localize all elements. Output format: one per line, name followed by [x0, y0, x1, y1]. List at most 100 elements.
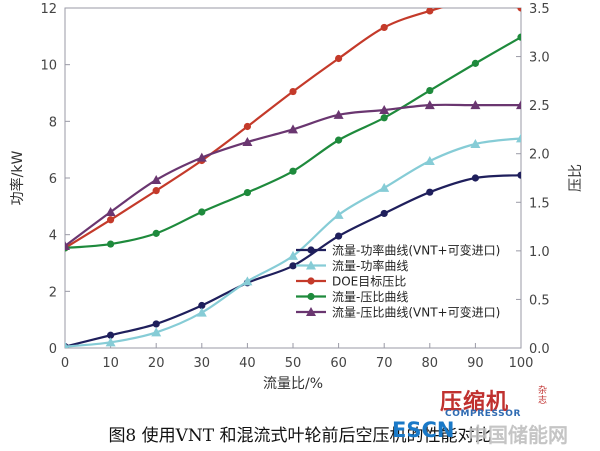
series-layer: [65, 0, 521, 348]
figure-caption: 图8 使用VNT 和混流式叶轮前后空压机的性能对比: [108, 426, 492, 446]
legend-marker: [307, 292, 315, 301]
data-point: [380, 23, 388, 32]
series-3: [65, 33, 521, 252]
series-line: [65, 8, 521, 249]
data-point: [289, 87, 297, 96]
data-point: [105, 207, 116, 216]
data-point: [242, 137, 253, 147]
watermark-brand-side: 杂志: [538, 386, 548, 406]
data-point: [335, 136, 343, 144]
data-point: [517, 33, 521, 41]
data-point: [65, 241, 70, 250]
data-point: [152, 320, 160, 328]
data-point: [107, 331, 115, 339]
data-point: [380, 114, 388, 122]
data-point: [196, 152, 207, 162]
data-point: [198, 301, 206, 310]
legend-marker: [307, 246, 315, 254]
legend-label: 流量-压比曲线: [332, 290, 408, 304]
legend-marker: [307, 277, 315, 285]
x-axis-title: 流量比/%: [263, 376, 323, 392]
data-point: [516, 100, 521, 110]
x-tick-label: 20: [148, 356, 165, 371]
left-y-tick-label: 8: [49, 115, 57, 130]
data-point: [470, 100, 481, 110]
watermark-brand-sub: COMPRESSOR: [445, 409, 522, 419]
data-point: [426, 8, 434, 15]
legend-label: 流量-功率曲线: [332, 258, 408, 273]
data-point: [333, 109, 344, 119]
left-y-axis-ticks: 0 2 4 6 8 10 12: [40, 2, 70, 357]
data-point: [470, 139, 481, 148]
left-y-tick-label: 0: [49, 342, 57, 357]
data-point: [379, 105, 390, 114]
legend-label: 流量-功率曲线(VNT+可变进口): [332, 243, 500, 258]
right-y-axis-ticks: 0.0 0.5 1.0 1.5 2.0 2.5 3.0 3.5: [516, 2, 550, 357]
data-point: [517, 171, 521, 179]
watermark-site-name: 中国储能网: [468, 423, 568, 447]
x-tick-label: 100: [509, 356, 534, 371]
data-point: [471, 174, 479, 182]
right-y-tick-label: 1.0: [529, 245, 550, 260]
data-point: [335, 232, 343, 240]
data-point: [65, 341, 69, 348]
data-point: [472, 0, 479, 4]
data-point: [517, 8, 521, 12]
left-y-tick-label: 10: [40, 59, 57, 74]
data-point: [243, 188, 251, 197]
data-point: [335, 54, 343, 63]
right-y-tick-label: 0.0: [529, 342, 550, 357]
x-tick-label: 70: [376, 356, 393, 371]
x-tick-label: 80: [422, 356, 439, 371]
data-point: [107, 216, 115, 224]
data-point: [426, 86, 434, 95]
x-tick-label: 10: [102, 356, 119, 371]
x-tick-label: 60: [330, 356, 347, 371]
data-point: [288, 124, 298, 134]
data-point: [107, 240, 115, 248]
left-y-tick-label: 12: [40, 2, 57, 17]
watermark-site-prefix: ESCN: [392, 418, 455, 442]
watermark-brand: 压缩机: [440, 390, 510, 415]
data-point: [424, 100, 435, 110]
data-point: [151, 327, 162, 337]
legend-marker: [306, 260, 316, 270]
legend-label: DOE目标压比: [332, 275, 406, 289]
data-point: [242, 276, 253, 286]
right-y-tick-label: 1.5: [529, 196, 550, 211]
right-y-tick-label: 3.0: [529, 51, 550, 66]
right-y-tick-label: 0.5: [529, 293, 550, 308]
left-y-tick-label: 6: [49, 172, 57, 187]
data-point: [379, 182, 390, 192]
data-point: [243, 122, 251, 131]
data-point: [198, 208, 206, 216]
data-point: [516, 133, 521, 143]
series-line: [65, 174, 521, 348]
data-point: [426, 188, 434, 196]
legend-label: 流量-压比曲线(VNT+可变进口): [332, 305, 500, 320]
x-tick-label: 50: [285, 356, 302, 371]
x-tick-label: 30: [194, 356, 211, 371]
data-point: [196, 307, 207, 317]
legend-marker: [306, 307, 316, 316]
x-tick-label: 90: [467, 356, 484, 371]
series-line: [65, 36, 521, 250]
series-1: [65, 133, 521, 348]
data-point: [424, 156, 435, 165]
left-y-tick-label: 2: [49, 285, 57, 300]
data-point: [471, 59, 479, 67]
data-point: [152, 187, 160, 195]
data-point: [105, 337, 116, 347]
x-tick-label: 0: [61, 356, 69, 371]
series-4: [65, 100, 521, 250]
data-point: [289, 262, 297, 270]
legend: 流量-功率曲线(VNT+可变进口)流量-功率曲线 DOE目标压比流量-压比曲线流量…: [296, 243, 500, 320]
x-axis-ticks: 0 10 20 30 40 50 60 70 80 90 100: [61, 343, 534, 371]
left-y-tick-label: 4: [49, 229, 57, 244]
right-y-tick-label: 3.5: [529, 2, 550, 17]
right-y-tick-label: 2.0: [529, 148, 550, 163]
data-point: [152, 229, 160, 237]
right-y-tick-label: 2.5: [529, 99, 550, 114]
data-point: [333, 209, 344, 219]
